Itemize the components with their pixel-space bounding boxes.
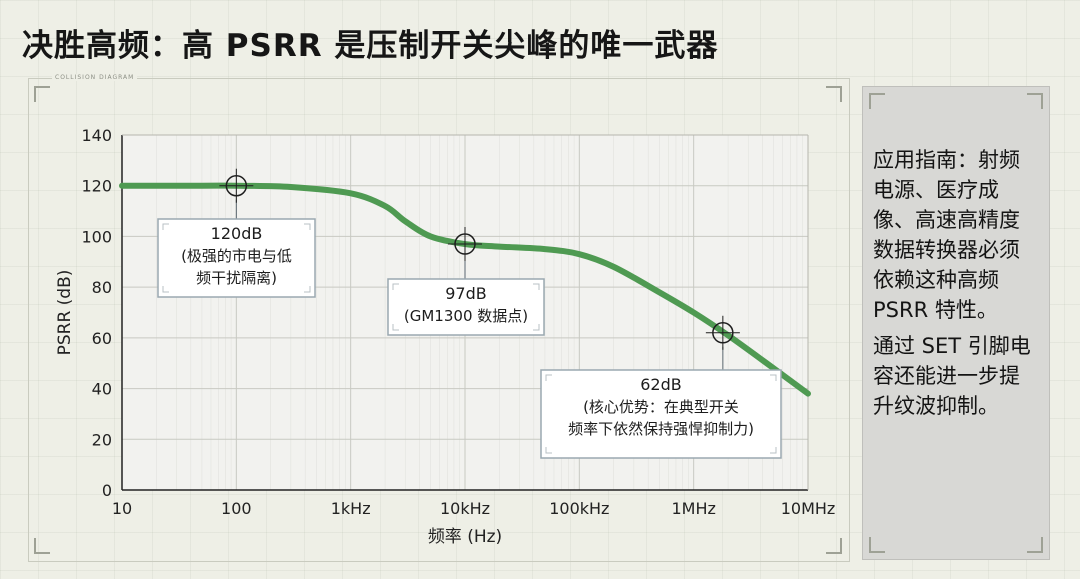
x-tick-label: 1MHz <box>671 499 715 518</box>
side-panel-text: 应用指南：射频电源、医疗成像、高速高精度数据转换器必须依赖这种高频 PSRR 特… <box>873 145 1039 427</box>
callout-corner <box>533 283 540 290</box>
x-tick-label: 100kHz <box>549 499 609 518</box>
callout-corner <box>392 324 399 331</box>
data-label-value: 97dB <box>445 284 487 303</box>
psrr-chart: 0 20 40 60 80 100 120 140 10 100 1kHz 10kHz 100kHz 1M… <box>55 126 836 547</box>
callout-box <box>157 218 316 298</box>
y-tick-label: 140 <box>81 126 112 145</box>
callout-corner <box>545 447 552 454</box>
data-label-note: (GM1300 数据点) <box>404 307 528 325</box>
x-tick-label: 10MHz <box>781 499 836 518</box>
data-label-value: 62dB <box>640 375 682 394</box>
y-tick-label: 120 <box>81 177 112 196</box>
side-panel: 应用指南：射频电源、医疗成像、高速高精度数据转换器必须依赖这种高频 PSRR 特… <box>862 86 1050 560</box>
x-axis-label: 频率 (Hz) <box>428 527 502 547</box>
callout-corner <box>545 374 552 381</box>
callout-corner <box>162 286 169 293</box>
data-label-note: (核心优势：在典型开关 <box>583 398 739 416</box>
callout-corner <box>770 374 777 381</box>
panel-corner <box>869 93 885 109</box>
application-guide-text: 应用指南：射频电源、医疗成像、高速高精度数据转换器必须依赖这种高频 PSRR 特… <box>873 148 1020 322</box>
frame-corner <box>34 538 50 554</box>
frame-corner <box>826 86 842 102</box>
data-label-note: 频干扰隔离) <box>196 269 277 287</box>
y-tick-label: 80 <box>92 278 112 297</box>
psrr-curve <box>119 182 811 397</box>
callout-box <box>540 369 782 459</box>
data-label-value: 120dB <box>211 224 263 243</box>
callout-corner <box>533 324 540 331</box>
panel-corner <box>1027 537 1043 553</box>
data-label-note: (极强的市电与低 <box>181 247 292 265</box>
callout-corner <box>770 447 777 454</box>
y-tick-label: 40 <box>92 380 112 399</box>
data-label-note: 频率下依然保持强悍抑制力) <box>568 420 754 438</box>
x-tick-label: 10 <box>112 499 132 518</box>
y-tick-label: 60 <box>92 329 112 348</box>
chart-frame <box>28 78 850 562</box>
callout-corner <box>304 286 311 293</box>
y-tick-label: 0 <box>102 481 112 500</box>
x-tick-label: 10kHz <box>440 499 490 518</box>
x-tick-label: 100 <box>221 499 252 518</box>
panel-corner <box>1027 93 1043 109</box>
frame-corner <box>826 538 842 554</box>
callout-box <box>387 278 545 336</box>
frame-label: COLLISION DIAGRAM <box>52 74 138 81</box>
page-title: 决胜高频：高 PSRR 是压制开关尖峰的唯一武器 <box>22 28 719 64</box>
set-pin-text: 通过 SET 引脚电容还能进一步提升纹波抑制。 <box>873 334 1031 418</box>
callout-corner <box>304 223 311 230</box>
panel-corner <box>869 537 885 553</box>
y-axis-label: PSRR (dB) <box>55 270 75 356</box>
frame-corner <box>34 86 50 102</box>
x-tick-label: 1kHz <box>331 499 371 518</box>
y-tick-label: 100 <box>81 227 112 246</box>
callout-corner <box>162 223 169 230</box>
y-tick-label: 20 <box>92 430 112 449</box>
callout-corner <box>392 283 399 290</box>
